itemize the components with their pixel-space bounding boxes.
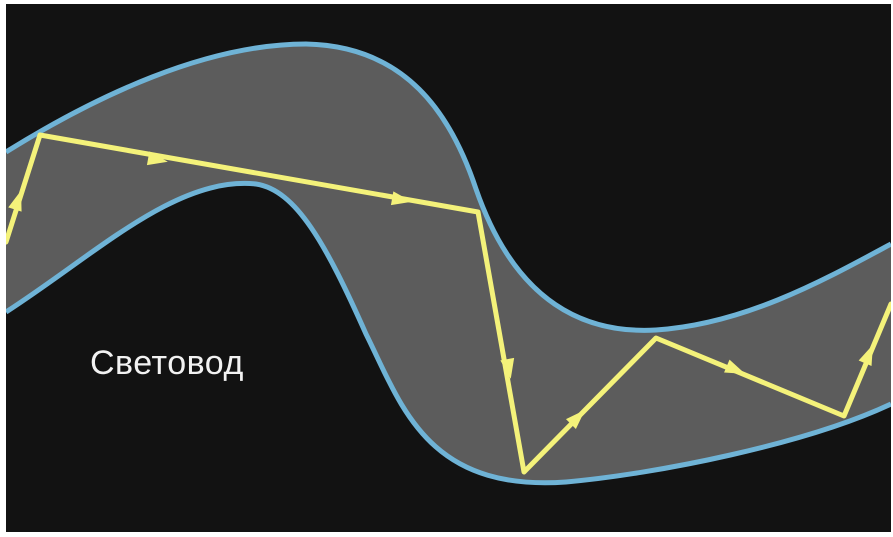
fiber-core — [6, 44, 891, 483]
light-ray-path — [6, 132, 891, 475]
fiber-lower-boundary — [6, 180, 891, 486]
arrow-icon — [146, 151, 168, 166]
arrow-icon — [500, 357, 515, 379]
arrow-icon — [390, 191, 412, 206]
arrow-icon — [724, 359, 746, 374]
light-guide-diagram — [6, 41, 891, 486]
diagram-label: Световод — [90, 344, 244, 382]
arrow-icon — [858, 344, 873, 366]
arrow-icon — [8, 190, 22, 212]
diagram-panel: Световод — [6, 4, 891, 532]
arrow-icon — [565, 409, 586, 430]
ray-direction-arrows — [8, 151, 873, 430]
fiber-upper-boundary — [6, 41, 891, 333]
